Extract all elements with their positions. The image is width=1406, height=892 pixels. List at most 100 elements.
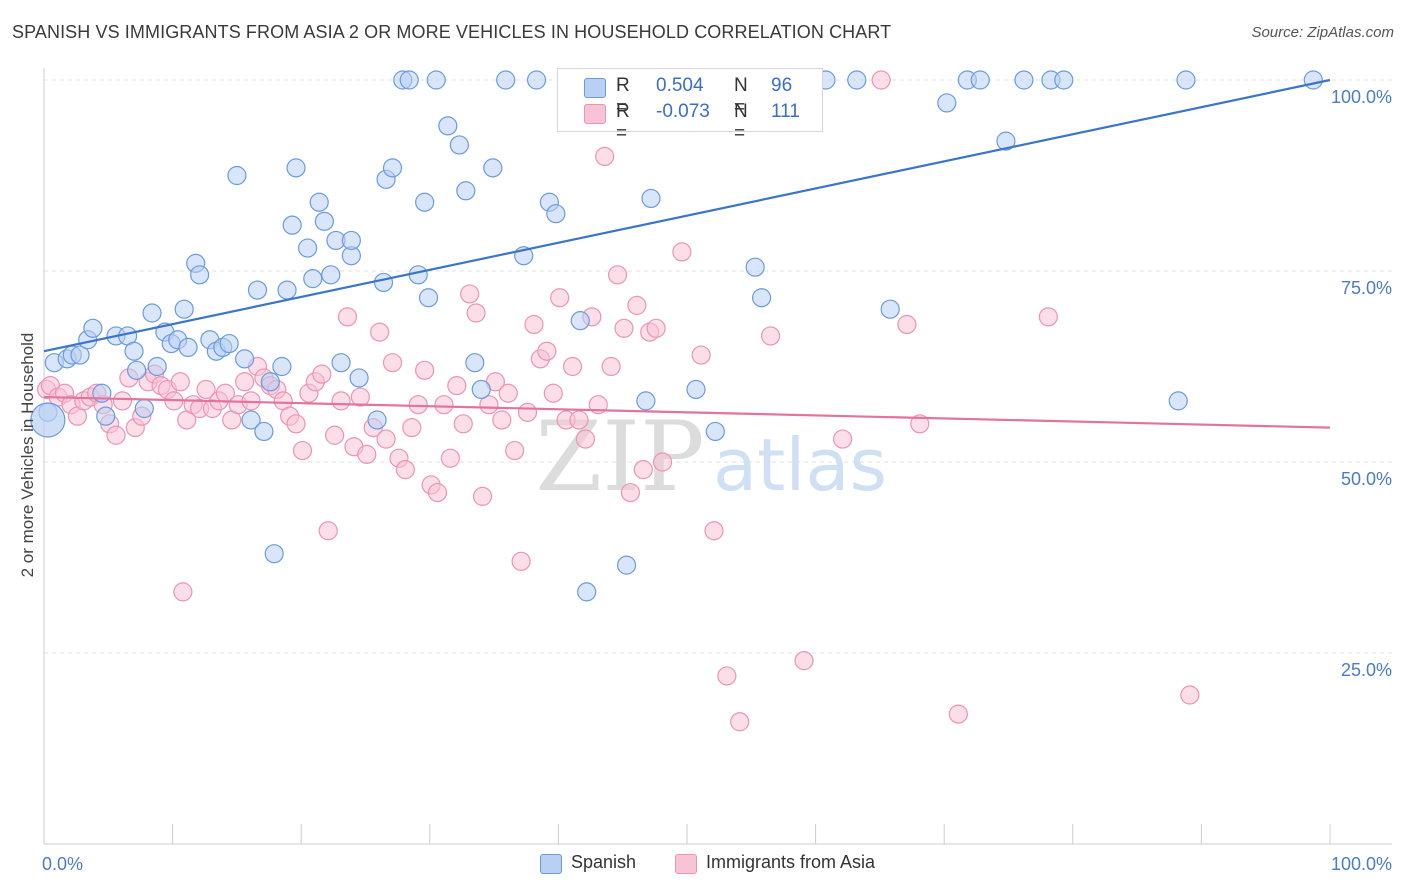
asia-point <box>646 318 666 338</box>
asia-point <box>460 284 480 304</box>
asia-point <box>472 486 493 506</box>
source-label: Source: ZipAtlas.com <box>1251 24 1394 41</box>
spanish-point <box>577 582 597 602</box>
spanish-point <box>1014 70 1034 90</box>
legend-r-label: R = <box>616 75 630 118</box>
spanish-point <box>227 165 247 186</box>
x-tick-label: 100.0% <box>1331 854 1392 874</box>
asia-point <box>106 425 126 445</box>
asia-point <box>235 372 255 392</box>
asia-point <box>292 440 313 461</box>
spanish-point-large <box>30 402 66 438</box>
legend-swatch-asia <box>584 104 606 124</box>
asia-point <box>370 322 390 342</box>
spanish-point <box>1168 391 1188 411</box>
spanish-point <box>546 204 566 224</box>
spanish-point <box>483 158 503 178</box>
asia-point <box>350 387 370 407</box>
spanish-point <box>496 70 516 90</box>
chart-title: SPANISH VS IMMIGRANTS FROM ASIA 2 OR MOR… <box>12 22 892 42</box>
bottom-legend-asia: Immigrants from Asia <box>706 852 876 872</box>
asia-point <box>569 410 589 430</box>
y-axis-label: 2 or more Vehicles in Household <box>18 333 37 578</box>
spanish-point <box>465 353 485 373</box>
watermark: ZIP atlas <box>535 401 887 513</box>
spanish-point <box>331 353 351 373</box>
asia-point <box>286 414 306 434</box>
asia-point <box>760 326 781 346</box>
asia-point <box>498 383 518 403</box>
spanish-point <box>847 70 867 90</box>
asia-point <box>730 712 750 732</box>
legend-swatch-spanish <box>584 78 606 98</box>
spanish-point <box>745 257 765 277</box>
asia-point <box>505 440 525 461</box>
spanish-point <box>373 272 394 293</box>
y-tick-label: 100.0% <box>1331 87 1392 107</box>
bottom-legend-spanish: Spanish <box>571 852 637 872</box>
asia-point <box>871 70 891 90</box>
asia-point <box>376 429 396 449</box>
asia-point <box>440 448 460 468</box>
spanish-point <box>382 158 403 178</box>
spanish-point <box>418 288 439 308</box>
asia-point <box>337 307 358 327</box>
asia-point <box>704 521 724 541</box>
asia-point <box>627 295 647 315</box>
asia-point <box>492 410 512 430</box>
asia-point <box>173 582 193 602</box>
legend: R = 0.504 N = 96 R = -0.073 N = 111 <box>557 68 823 144</box>
asia-point <box>562 356 583 377</box>
asia-point <box>382 353 403 373</box>
spanish-point <box>1176 70 1196 90</box>
spanish-point <box>426 70 446 90</box>
spanish-point <box>241 410 261 430</box>
spanish-point <box>449 135 469 155</box>
spanish-point <box>636 391 656 411</box>
asia-point <box>672 242 692 262</box>
asia-point <box>112 391 133 411</box>
asia-point <box>614 318 634 338</box>
spanish-point <box>96 406 116 426</box>
spanish-point <box>219 333 239 354</box>
asia-point <box>910 414 930 434</box>
grid-lines <box>44 79 1392 654</box>
spanish-point <box>996 131 1016 151</box>
axes <box>43 68 1392 845</box>
spanish-point <box>349 368 369 388</box>
spanish-point <box>235 349 255 369</box>
spanish-point <box>399 70 419 90</box>
spanish-point <box>254 421 274 442</box>
asia-point <box>652 452 673 472</box>
asia-point <box>427 482 448 503</box>
asia-point <box>595 146 615 166</box>
spanish-point <box>471 379 491 400</box>
asia-point <box>575 429 596 449</box>
bottom-legend-swatch-spanish <box>540 854 562 874</box>
spanish-point <box>264 544 284 564</box>
asia-point <box>524 314 544 335</box>
asia-point <box>633 460 653 480</box>
spanish-point <box>303 269 323 289</box>
spanish-point <box>260 372 280 392</box>
asia-point <box>312 364 332 384</box>
asia-point <box>395 460 415 480</box>
spanish-point <box>1303 70 1323 90</box>
spanish-point <box>616 555 637 575</box>
spanish-point <box>526 70 547 90</box>
spanish-point <box>174 299 194 319</box>
asia-point <box>325 425 345 445</box>
asia-point <box>408 395 428 415</box>
asia-point <box>794 651 814 671</box>
asia-point <box>415 360 435 380</box>
asia-point <box>601 356 621 377</box>
spanish-point <box>272 356 292 377</box>
asia-point <box>897 314 917 335</box>
spanish-point <box>937 93 957 113</box>
asia-point <box>453 414 473 434</box>
spanish-point <box>456 181 476 201</box>
asia-point <box>479 395 499 415</box>
legend-n-value: 96 <box>771 75 793 96</box>
y-tick-label: 75.0% <box>1341 278 1392 298</box>
